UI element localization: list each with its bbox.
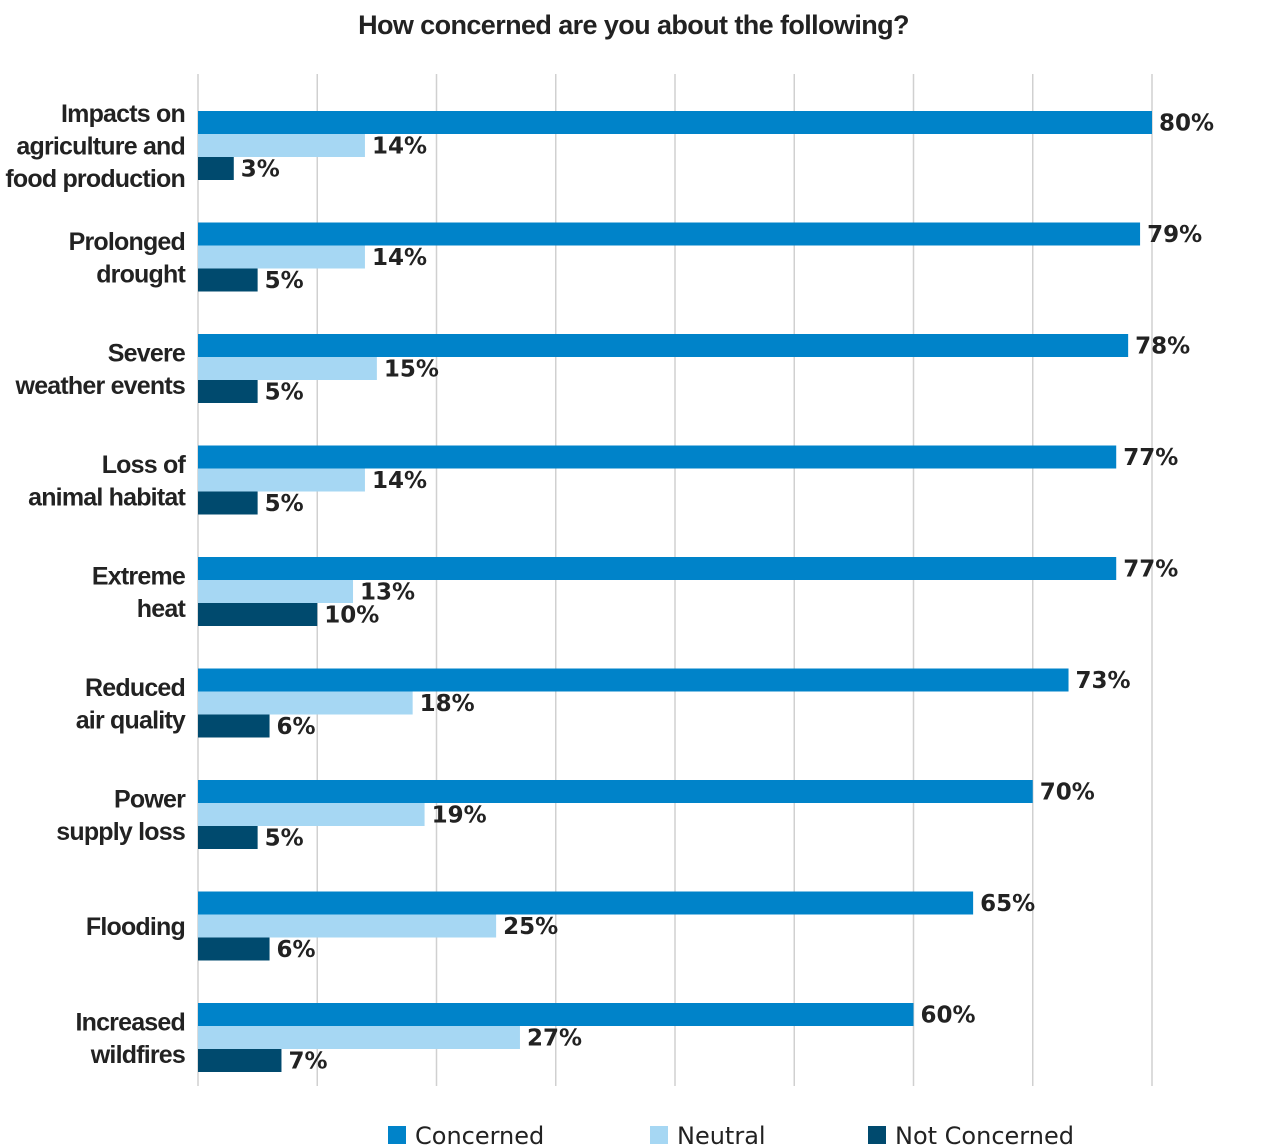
- bar-not-concerned: [198, 491, 258, 515]
- data-label: 80%: [1159, 111, 1214, 137]
- data-label: 60%: [921, 1003, 976, 1029]
- data-label: 10%: [324, 603, 379, 629]
- category-label: supply loss: [56, 818, 185, 846]
- bar-concerned: [198, 668, 1069, 692]
- data-label: 7%: [288, 1049, 327, 1075]
- bar-neutral: [198, 245, 365, 269]
- bar-neutral: [198, 1026, 520, 1049]
- data-label: 5%: [265, 380, 304, 406]
- data-label: 27%: [527, 1026, 582, 1052]
- data-label: 14%: [372, 245, 427, 271]
- category-label: Power: [114, 785, 186, 813]
- category-label: Impacts on: [61, 100, 185, 128]
- data-label: 3%: [241, 157, 280, 183]
- bar-neutral: [198, 357, 377, 380]
- category-label: heat: [137, 595, 187, 623]
- data-label: 70%: [1040, 780, 1095, 806]
- bar-concerned: [198, 445, 1117, 469]
- bar-neutral: [198, 468, 365, 492]
- bar-neutral: [198, 134, 365, 157]
- data-label: 18%: [420, 691, 475, 717]
- bar-not-concerned: [198, 157, 234, 180]
- category-label: Flooding: [86, 913, 185, 941]
- data-label: 19%: [432, 803, 487, 829]
- legend: Concerned Neutral Not Concerned: [388, 1122, 1074, 1148]
- data-label: 65%: [980, 891, 1035, 917]
- data-label: 15%: [384, 357, 439, 383]
- bar-concerned: [198, 780, 1033, 803]
- legend-swatch: [868, 1126, 886, 1144]
- bars: [198, 111, 1152, 1072]
- category-label: Reduced: [85, 674, 185, 702]
- bar-concerned: [198, 1003, 914, 1026]
- data-label: 5%: [265, 491, 304, 517]
- category-label: food production: [5, 165, 185, 193]
- bar-not-concerned: [198, 1049, 282, 1072]
- bar-neutral: [198, 691, 413, 715]
- category-label: weather events: [15, 372, 185, 400]
- data-label: 13%: [360, 580, 415, 606]
- data-label: 5%: [265, 268, 304, 294]
- bar-not-concerned: [198, 380, 258, 403]
- category-label: Prolonged: [69, 228, 185, 256]
- category-label: Severe: [108, 339, 186, 367]
- data-label: 73%: [1076, 668, 1131, 694]
- bar-concerned: [198, 334, 1129, 357]
- bar-not-concerned: [198, 826, 258, 849]
- bar-not-concerned: [198, 937, 270, 961]
- category-label: drought: [96, 260, 186, 288]
- data-label: 6%: [277, 937, 316, 963]
- bar-neutral: [198, 803, 425, 826]
- category-label: agriculture and: [16, 133, 185, 161]
- legend-label: Not Concerned: [895, 1122, 1074, 1148]
- data-label: 14%: [372, 468, 427, 494]
- bar-concerned: [198, 222, 1141, 246]
- category-label: Increased: [75, 1008, 185, 1036]
- category-label: wildfires: [90, 1041, 185, 1069]
- data-label: 77%: [1123, 445, 1178, 471]
- bar-concerned: [198, 557, 1117, 580]
- chart-title: How concerned are you about the followin…: [358, 10, 909, 40]
- bar-neutral: [198, 580, 354, 603]
- category-label: air quality: [76, 706, 186, 734]
- bar-neutral: [198, 914, 497, 938]
- category-label: Loss of: [102, 451, 187, 479]
- category-label: Extreme: [92, 562, 186, 590]
- legend-swatch: [650, 1126, 668, 1144]
- data-label: 5%: [265, 826, 304, 852]
- data-label: 25%: [503, 914, 558, 940]
- bar-concerned: [198, 891, 974, 915]
- bar-not-concerned: [198, 603, 318, 626]
- data-label: 78%: [1135, 334, 1190, 360]
- category-label: animal habitat: [28, 483, 186, 511]
- bar-not-concerned: [198, 268, 258, 292]
- legend-swatch: [388, 1126, 406, 1144]
- data-label: 14%: [372, 134, 427, 160]
- labels: 80% 14% 3% Impacts on agriculture and food pr…: [5, 100, 1214, 1075]
- data-label: 6%: [277, 714, 316, 740]
- data-label: 77%: [1123, 557, 1178, 583]
- bar-not-concerned: [198, 714, 270, 738]
- legend-label: Neutral: [677, 1122, 766, 1148]
- data-label: 79%: [1147, 222, 1202, 248]
- legend-label: Concerned: [415, 1122, 544, 1148]
- bar-concerned: [198, 111, 1152, 134]
